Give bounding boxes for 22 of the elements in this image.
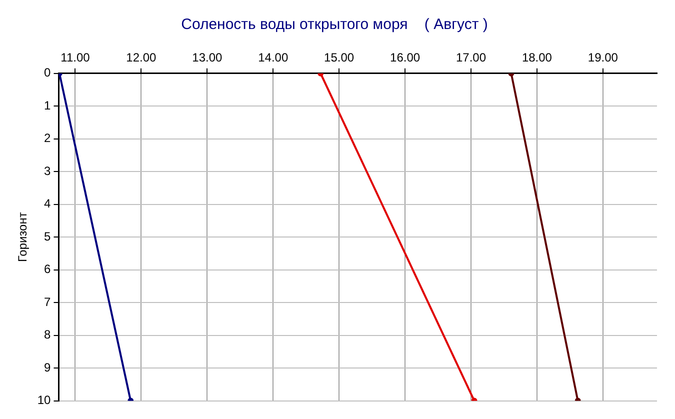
x-tick-label: 16.00 bbox=[390, 50, 420, 65]
y-tick-label: 5 bbox=[44, 229, 52, 244]
y-tick-label: 0 bbox=[44, 66, 52, 80]
y-axis-title: Горизонт bbox=[16, 212, 30, 262]
y-tick-label: 6 bbox=[44, 262, 52, 276]
y-tick-label: 9 bbox=[44, 360, 52, 374]
x-tick-label: 18.00 bbox=[522, 50, 552, 65]
x-tick-label: 11.00 bbox=[60, 50, 90, 65]
x-tick-label: 12.00 bbox=[126, 50, 157, 65]
x-tick-label: 15.00 bbox=[324, 50, 354, 65]
y-tick-label: 1 bbox=[44, 98, 52, 112]
y-tick-label: 2 bbox=[44, 131, 52, 146]
y-tick-label: 8 bbox=[44, 328, 52, 342]
x-tick-label: 19.00 bbox=[588, 50, 618, 65]
x-tick-label: 13.00 bbox=[192, 50, 222, 65]
y-tick-label: 4 bbox=[44, 196, 52, 211]
x-tick-label: 17.00 bbox=[456, 50, 486, 65]
x-tick-label: 14.00 bbox=[258, 50, 288, 65]
y-tick-label: 3 bbox=[44, 164, 52, 178]
y-tick-label: 10 bbox=[37, 393, 52, 408]
chart-title: Соленость воды открытого моря ( Август ) bbox=[181, 16, 488, 34]
y-tick-label: 7 bbox=[44, 294, 52, 309]
